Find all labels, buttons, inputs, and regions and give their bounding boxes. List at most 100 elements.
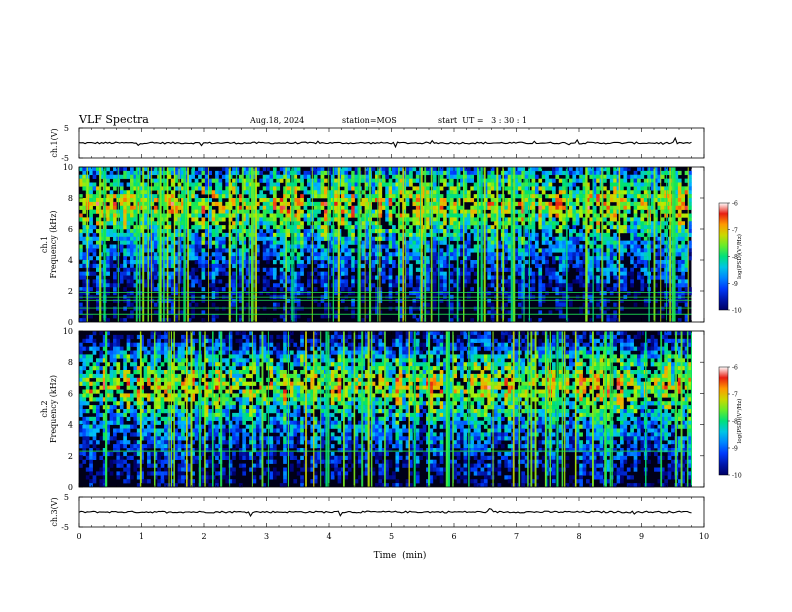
spectrogram-cell	[194, 182, 199, 187]
spectrogram-cell	[548, 232, 553, 238]
spectrogram-cell	[160, 244, 165, 249]
spectrogram-cell	[320, 263, 325, 269]
spectrogram-cell	[130, 174, 134, 179]
spectrogram-cell	[225, 182, 230, 187]
spectrogram-cell	[341, 190, 345, 195]
spectrogram-cell	[596, 221, 600, 226]
spectrogram-cell	[439, 167, 444, 172]
spectrogram-cell	[170, 260, 175, 265]
spectrogram-cell	[620, 256, 624, 261]
spectrogram-cell	[317, 190, 321, 195]
spectrogram-cell	[160, 271, 165, 276]
spectrogram-cell	[449, 174, 454, 179]
spectrogram-cell	[443, 291, 447, 296]
spectrogram-cell	[164, 178, 168, 183]
spectrogram-cell	[194, 170, 199, 176]
spectrogram-cell	[266, 240, 270, 245]
spectrogram-cell	[436, 201, 440, 207]
spectrogram-cell	[375, 213, 379, 218]
spectrogram-cell	[606, 252, 611, 257]
spectrogram-cell	[490, 236, 495, 241]
spectrogram-cell	[150, 236, 155, 241]
spectrogram-cell	[463, 248, 468, 253]
spectrogram-cell	[344, 178, 349, 183]
spectrogram-cell	[177, 167, 182, 172]
spectrogram-cell	[609, 271, 614, 276]
spectrogram-cell	[371, 209, 376, 214]
spectrogram-cell	[184, 170, 189, 176]
spectrogram-cell	[235, 178, 240, 183]
spectrogram-cell	[504, 267, 509, 272]
spectrogram-cell	[657, 201, 662, 207]
spectrogram-cell	[170, 287, 175, 292]
spectrogram-cell	[613, 236, 617, 241]
spectrogram-cell	[320, 256, 325, 261]
spectrogram-cell	[674, 174, 679, 179]
spectrogram-cell	[456, 267, 461, 272]
spectrogram-cell	[538, 275, 543, 280]
spectrogram-cell	[211, 221, 216, 226]
spectrogram-cell	[191, 248, 195, 253]
spectrogram-cell	[150, 260, 155, 265]
spectrogram-cell	[684, 318, 689, 323]
spectrogram-cell	[276, 205, 281, 210]
sferic-spike	[673, 167, 676, 322]
spectrogram-cell	[487, 201, 492, 207]
spectrogram-cell	[633, 205, 638, 210]
spectrogram-cell	[167, 213, 172, 218]
spectrogram-cell	[303, 287, 308, 292]
sferic-spike	[420, 167, 422, 322]
spectrogram-cell	[616, 248, 621, 253]
spectrogram-cell	[483, 256, 488, 261]
spectrogram-cell	[235, 229, 240, 234]
spectrogram-cell	[613, 252, 617, 257]
spectrogram-cell	[415, 256, 420, 261]
spectrogram-cell	[364, 279, 369, 284]
spectrogram-cell	[504, 302, 509, 307]
spectrogram-cell	[439, 221, 444, 226]
spectrogram-cell	[446, 263, 451, 269]
spectrogram-cell	[460, 306, 464, 311]
spectrogram-cell	[432, 217, 437, 222]
spectrogram-cell	[232, 240, 236, 245]
spectrogram-cell	[620, 271, 624, 276]
spectrogram-cell	[232, 213, 236, 218]
spectrogram-cell	[398, 279, 403, 284]
spectrogram-cell	[538, 248, 543, 253]
spectrogram-cell	[136, 186, 141, 191]
spectrogram-cell	[143, 201, 148, 207]
spectrogram-cell	[579, 271, 583, 276]
spectrogram-cell	[184, 252, 189, 257]
spectrogram-cell	[385, 275, 389, 280]
spectrogram-cell	[113, 314, 117, 319]
spectrogram-cell	[463, 190, 468, 195]
spectrogram-cell	[242, 244, 247, 249]
spectrogram-cell	[490, 318, 495, 323]
spectrogram-cell	[126, 314, 131, 319]
spectrogram-cell	[684, 190, 689, 195]
spectrogram-cell	[449, 209, 454, 214]
spectrogram-cell	[405, 174, 410, 179]
spectrogram-cell	[562, 263, 566, 269]
spectrogram-cell	[443, 209, 447, 214]
spectrogram-cell	[548, 213, 553, 218]
spectrogram-cell	[262, 174, 267, 179]
spectrogram-cell	[534, 252, 539, 257]
spectrogram-cell	[654, 244, 658, 249]
spectrogram-cell	[330, 244, 335, 249]
spectrogram-cell	[344, 225, 349, 230]
spectrogram-cell	[589, 244, 594, 249]
spectrogram-cell	[191, 174, 195, 179]
spectrogram-cell	[558, 302, 563, 307]
spectrogram-cell	[548, 275, 553, 280]
spectrogram-cell	[167, 279, 172, 284]
spectrogram-cell	[449, 201, 454, 207]
spectrogram-cell	[341, 267, 345, 272]
spectrogram-cell	[637, 263, 641, 269]
spectrogram-cell	[119, 244, 124, 249]
spectrogram-cell	[324, 306, 328, 311]
spectrogram-cell	[126, 170, 131, 176]
spectrogram-cell	[432, 283, 437, 288]
spectrogram-cell	[140, 201, 144, 207]
spectrogram-cell	[177, 221, 182, 226]
